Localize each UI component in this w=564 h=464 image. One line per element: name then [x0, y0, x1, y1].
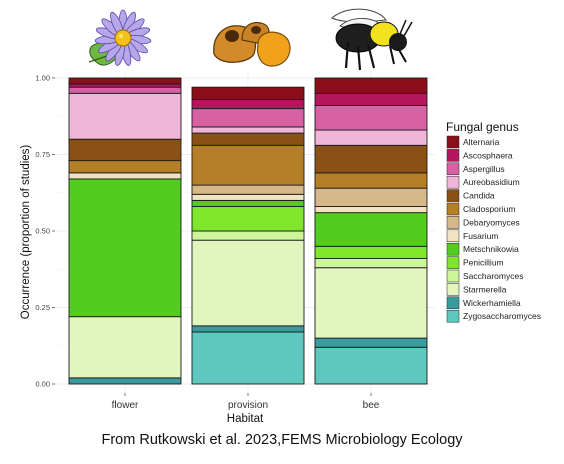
legend: Alternaria Ascosphaera Aspergillus Aureobas…: [446, 135, 541, 323]
bars: [68, 77, 428, 385]
bee-icon: [331, 8, 413, 71]
y-axis-title: Occurrence (proportion of studies): [20, 145, 32, 320]
bar-segment-bee-metschnikowia: [314, 212, 428, 247]
stacked-bar-chart: 0.000.250.500.751.00 flower provision bee …: [20, 8, 541, 425]
legend-swatch-aspergillus: [446, 162, 460, 176]
bar-segment-bee-aspergillus: [314, 105, 428, 131]
legend-label-penicillium: Penicillium: [463, 258, 504, 268]
y-axis: 0.00 0.25 0.50 0.75 1.00: [35, 74, 55, 389]
bar-segment-flower-fusarium: [68, 172, 182, 180]
bar-segment-bee-saccharomyces: [314, 258, 428, 269]
bar-segment-flower-aspergillus: [68, 86, 182, 94]
bar-segment-provision-alternaria: [191, 86, 305, 100]
x-tick-label-provision: provision: [228, 400, 268, 411]
legend-title: Fungal genus: [446, 120, 519, 134]
legend-label-aspergillus: Aspergillus: [463, 164, 505, 174]
bar-segment-bee-alternaria: [314, 77, 428, 94]
bar-segment-bee-candida: [314, 144, 428, 174]
bar-segment-provision-saccharomyces: [191, 230, 305, 241]
bar-segment-flower-aureobasidium: [68, 92, 182, 140]
bar-segment-provision-fusarium: [191, 193, 305, 201]
bar-segment-flower-ascosphaera: [68, 83, 182, 88]
legend-swatch-saccharomyces: [446, 269, 460, 283]
legend-label-alternaria: Alternaria: [463, 137, 500, 147]
pollen-provision-icon: [213, 21, 291, 67]
bar-segment-bee-cladosporium: [314, 172, 428, 189]
legend-swatch-aureobasidium: [446, 175, 460, 189]
bar-segment-flower-candida: [68, 138, 182, 162]
legend-swatch-candida: [446, 189, 460, 202]
bar-segment-provision-aureobasidium: [191, 126, 305, 134]
legend-label-fusarium: Fusarium: [463, 231, 498, 241]
legend-swatch-cladosporium: [446, 202, 460, 216]
legend-swatch-fusarium: [446, 229, 460, 243]
legend-label-zygosaccharomyces: Zygosaccharomyces: [463, 311, 541, 321]
bar-segment-flower-wickerhamiella: [68, 377, 182, 385]
bar-segment-bee-aureobasidium: [314, 129, 428, 146]
legend-label-candida: Candida: [463, 191, 495, 201]
bar-segment-provision-penicillium: [191, 206, 305, 232]
figure-caption: From Rutkowski et al. 2023,FEMS Microbio…: [101, 432, 463, 448]
bar-segment-provision-zygosaccharomyces: [191, 331, 305, 385]
y-tick-label: 0.25: [35, 303, 50, 312]
legend-swatch-zygosaccharomyces: [446, 309, 460, 323]
x-tick-label-flower: flower: [112, 400, 139, 411]
x-axis: flower provision bee: [112, 393, 380, 411]
x-tick-label-bee: bee: [363, 400, 380, 411]
bar-segment-bee-debaryomyces: [314, 187, 428, 207]
y-tick-label: 0.50: [35, 227, 50, 236]
bar-segment-provision-starmerella: [191, 239, 305, 327]
legend-label-aureobasidium: Aureobasidium: [463, 177, 520, 187]
legend-swatch-wickerhamiella: [446, 296, 460, 310]
bar-segment-provision-aspergillus: [191, 108, 305, 128]
legend-label-debaryomyces: Debaryomyces: [463, 217, 520, 227]
bar-segment-provision-ascosphaera: [191, 98, 305, 110]
legend-swatch-debaryomyces: [446, 216, 460, 229]
flower-icon: [88, 9, 152, 66]
bar-segment-provision-wickerhamiella: [191, 325, 305, 333]
legend-swatch-starmerella: [446, 283, 460, 296]
bar-segment-bee-zygosaccharomyces: [314, 346, 428, 385]
bar-segment-flower-cladosporium: [68, 160, 182, 174]
legend-label-wickerhamiella: Wickerhamiella: [463, 298, 521, 308]
legend-label-saccharomyces: Saccharomyces: [463, 271, 523, 281]
legend-label-ascosphaera: Ascosphaera: [463, 150, 513, 160]
bar-segment-bee-fusarium: [314, 206, 428, 214]
bar-segment-flower-starmerella: [68, 316, 182, 379]
y-tick-label: 1.00: [35, 74, 50, 83]
bar-segment-provision-metschnikowia: [191, 199, 305, 207]
y-tick-label: 0.00: [35, 380, 50, 389]
bar-segment-flower-alternaria: [68, 77, 182, 85]
bar-segment-provision-candida: [191, 132, 305, 146]
legend-swatch-metschnikowia: [446, 242, 460, 256]
bar-segment-bee-penicillium: [314, 245, 428, 259]
x-axis-title: Habitat: [227, 413, 264, 425]
bar-segment-bee-ascosphaera: [314, 92, 428, 106]
legend-label-metschnikowia: Metschnikowia: [463, 244, 519, 254]
y-tick-label: 0.75: [35, 150, 50, 159]
bar-segment-flower-metschnikowia: [68, 178, 182, 318]
legend-swatch-ascosphaera: [446, 149, 460, 162]
legend-label-cladosporium: Cladosporium: [463, 204, 515, 214]
bar-segment-provision-cladosporium: [191, 144, 305, 186]
bar-segment-bee-starmerella: [314, 267, 428, 339]
legend-swatch-penicillium: [446, 256, 460, 269]
legend-swatch-alternaria: [446, 135, 460, 149]
bar-segment-bee-wickerhamiella: [314, 337, 428, 348]
legend-label-starmerella: Starmerella: [463, 284, 507, 294]
bar-segment-provision-debaryomyces: [191, 184, 305, 195]
